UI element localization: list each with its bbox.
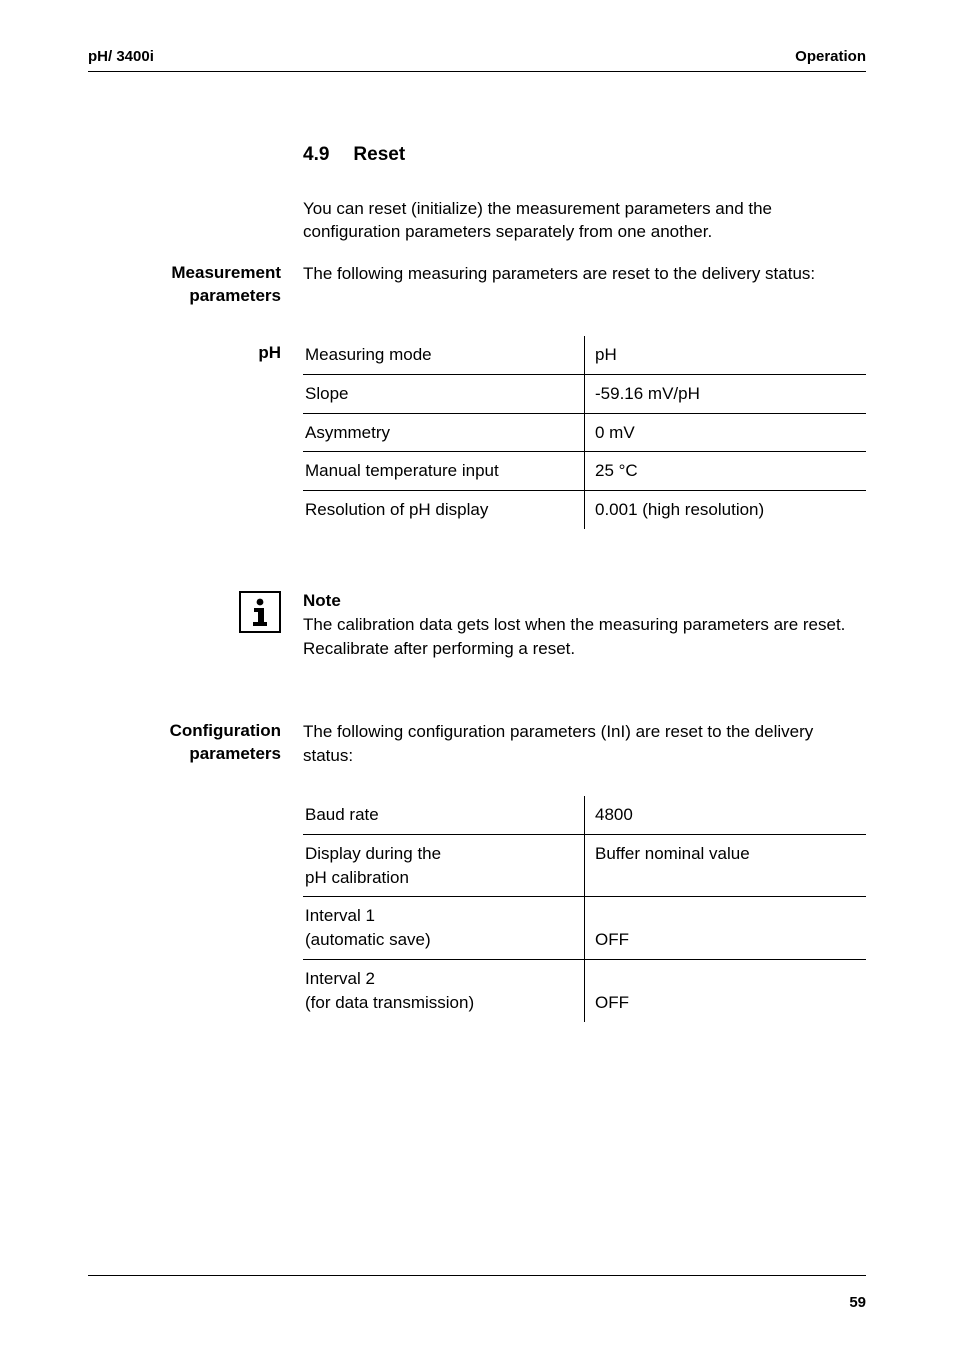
footer-rule [88,1275,866,1276]
table-row: Asymmetry0 mV [303,413,866,452]
header-left: pH/ 3400i [88,48,154,65]
measurement-label-1: Measurement [88,262,281,285]
table-row: Interval 2 (for data transmission) OFF [303,960,866,1022]
intro-text: You can reset (initialize) the measureme… [303,197,866,245]
config-label-1: Configuration [88,720,281,743]
table-cell-key: Measuring mode [303,336,585,374]
table-cell-key: Interval 2 (for data transmission) [303,960,585,1022]
table-row: Display during the pH calibrationBuffer … [303,834,866,897]
table-cell-value: 0.001 (high resolution) [585,491,867,529]
table-cell-value: -59.16 mV/pH [585,374,867,413]
page-number: 59 [88,1294,866,1311]
table-cell-value: 4800 [585,796,867,834]
table-cell-value: Buffer nominal value [585,834,867,897]
table-cell-value: 25 °C [585,452,867,491]
table-row: Slope-59.16 mV/pH [303,374,866,413]
table-row: Measuring modepH [303,336,866,374]
table-cell-key: Slope [303,374,585,413]
table-row: Resolution of pH display0.001 (high reso… [303,491,866,529]
measurement-text: The following measuring parameters are r… [303,262,866,308]
table-row: Manual temperature input25 °C [303,452,866,491]
ph-table: Measuring modepHSlope-59.16 mV/pHAsymmet… [303,336,866,529]
table-row: Interval 1 (automatic save) OFF [303,897,866,960]
table-cell-value: OFF [585,960,867,1022]
table-cell-value: 0 mV [585,413,867,452]
config-table: Baud rate4800Display during the pH calib… [303,796,866,1022]
section-title: Reset [353,144,405,165]
table-cell-key: Resolution of pH display [303,491,585,529]
table-cell-key: Manual temperature input [303,452,585,491]
note-title: Note [303,589,866,613]
table-cell-key: Interval 1 (automatic save) [303,897,585,960]
section-number: 4.9 [303,144,329,165]
table-cell-value: pH [585,336,867,374]
info-icon [239,591,281,633]
measurement-label-2: parameters [88,285,281,308]
table-cell-key: Asymmetry [303,413,585,452]
note-text: The calibration data gets lost when the … [303,613,866,661]
table-cell-key: Baud rate [303,796,585,834]
header-rule [88,71,866,72]
config-text: The following configuration parameters (… [303,720,866,768]
table-cell-key: Display during the pH calibration [303,834,585,897]
table-row: Baud rate4800 [303,796,866,834]
header-right: Operation [795,48,866,65]
config-label-2: parameters [88,743,281,766]
table-cell-value: OFF [585,897,867,960]
ph-label: pH [258,343,281,362]
